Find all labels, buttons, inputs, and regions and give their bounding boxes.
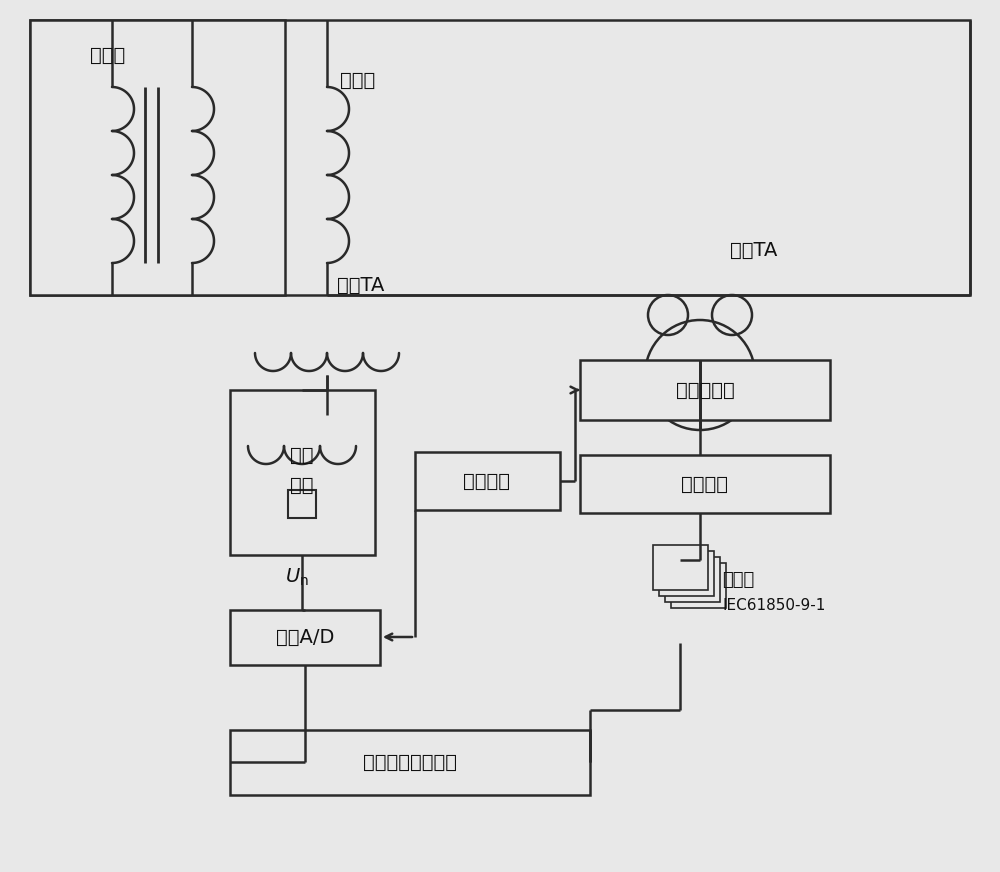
Text: IEC61850-9-1: IEC61850-9-1 xyxy=(722,597,825,612)
Bar xyxy=(230,610,380,665)
Text: 电阻: 电阻 xyxy=(290,475,314,494)
Bar xyxy=(671,563,726,608)
Text: 合并单元: 合并单元 xyxy=(682,474,728,494)
Bar xyxy=(415,452,560,510)
Bar xyxy=(230,390,375,555)
Text: $U_{\rm n}$: $U_{\rm n}$ xyxy=(285,566,309,588)
Bar xyxy=(665,557,720,602)
Bar xyxy=(230,730,590,795)
Text: 被试TA: 被试TA xyxy=(730,241,777,260)
Text: 光电互感器校验仪: 光电互感器校验仪 xyxy=(363,753,457,772)
Text: 数字帧: 数字帧 xyxy=(722,571,754,589)
Text: 标准A/D: 标准A/D xyxy=(276,628,334,646)
Text: 标准: 标准 xyxy=(290,446,314,465)
Bar xyxy=(288,490,316,518)
Text: 同步时钟: 同步时钟 xyxy=(464,472,511,490)
Bar xyxy=(653,545,708,590)
Bar xyxy=(659,551,714,596)
Text: 调压器: 调压器 xyxy=(90,45,125,65)
Text: 二次转换器: 二次转换器 xyxy=(676,380,734,399)
Text: 升流器: 升流器 xyxy=(340,71,375,90)
Bar xyxy=(580,455,830,513)
Bar xyxy=(580,360,830,420)
Bar xyxy=(30,20,285,295)
Bar xyxy=(30,20,970,295)
Text: 标准TA: 标准TA xyxy=(337,276,384,295)
